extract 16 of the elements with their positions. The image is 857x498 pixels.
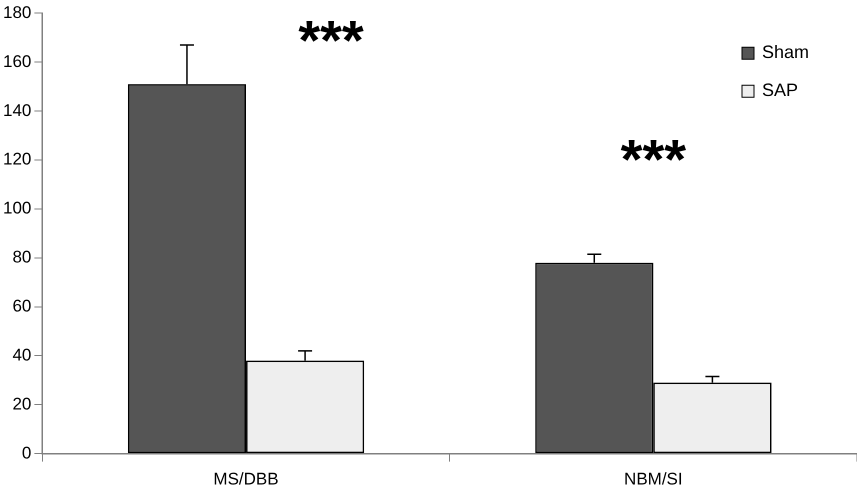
y-tick-label: 140 (2, 100, 32, 120)
y-tick-label: 0 (22, 443, 32, 462)
legend-label: SAP (762, 80, 798, 100)
y-tick-label: 120 (2, 150, 32, 169)
y-tick-label: 20 (12, 394, 32, 414)
annotation: *** (298, 8, 364, 72)
x-tick-label: MS/DBB (213, 469, 279, 488)
y-tick-label: 60 (12, 296, 32, 316)
y-tick-label: 80 (12, 248, 32, 267)
legend-label: Sham (762, 42, 810, 62)
y-tick-label: 160 (2, 52, 32, 71)
y-tick-label: 180 (2, 2, 32, 22)
x-tick-label: NBM/SI (624, 469, 683, 488)
annotation: *** (620, 127, 686, 190)
y-tick-label: 100 (2, 198, 32, 218)
y-tick-label: 40 (12, 345, 32, 364)
